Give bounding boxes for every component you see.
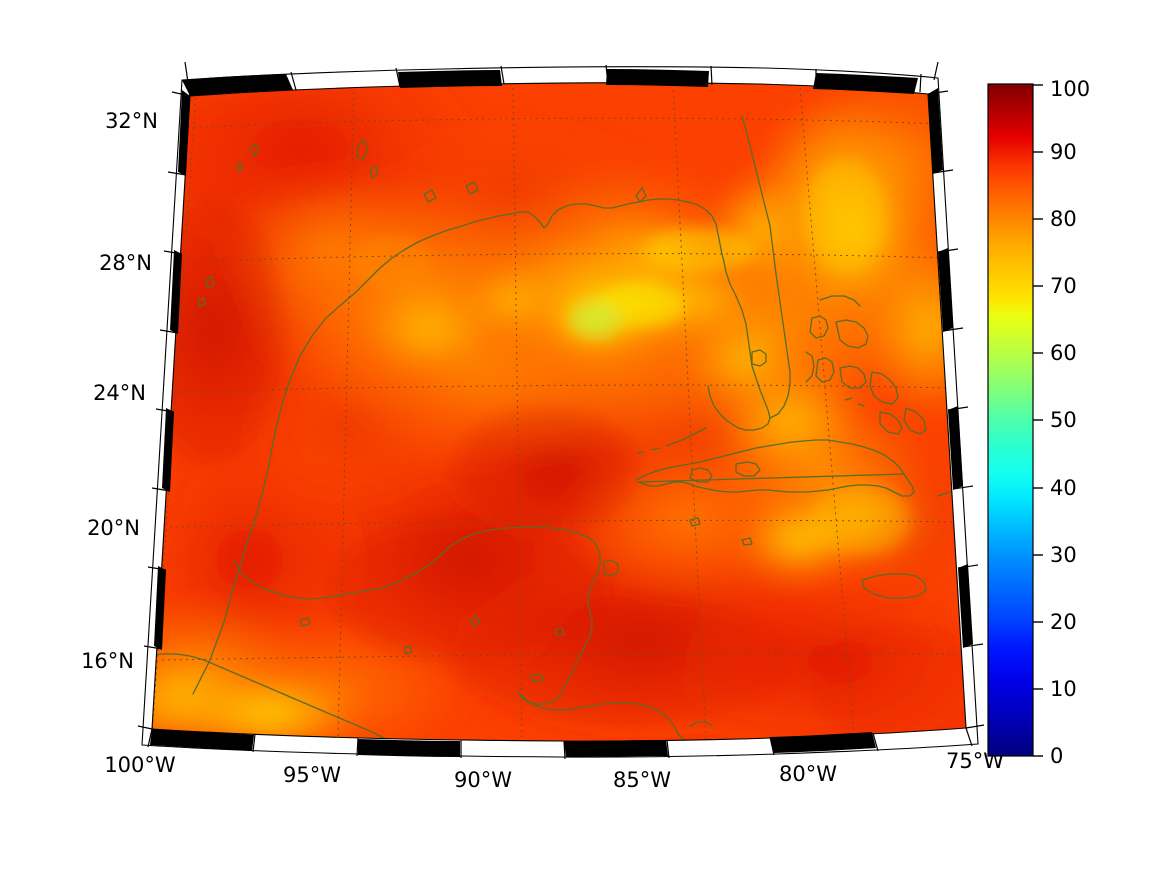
island-padre (356, 139, 369, 161)
island-speck-m (423, 189, 437, 203)
coast-jamaica (861, 573, 927, 599)
parallel-24N (175, 384, 951, 393)
island-speck-f (741, 537, 753, 546)
parallel-20N (169, 519, 957, 528)
coast-acklins (903, 407, 927, 435)
island-speck-i (403, 645, 413, 655)
island-cayman (689, 517, 701, 527)
colorbar-label-20: 20 (1050, 610, 1077, 634)
ytick-label-28N: 28°N (99, 251, 152, 275)
coast-cozumel (603, 559, 619, 577)
heatmap-field (152, 82, 966, 742)
frame-ticks-top (182, 61, 939, 97)
xtick-label-85W: 85°W (613, 768, 671, 792)
coast-mexico-pacific (152, 653, 385, 739)
coast-florida-panhandle-east (687, 201, 725, 263)
coast-central-america-north (517, 691, 679, 735)
coast-isla-juventud (689, 467, 713, 483)
colorbar-label-100: 100 (1050, 77, 1090, 101)
colorbar-label-60: 60 (1050, 341, 1077, 365)
meridian-85W (672, 83, 707, 740)
coast-florida-keys (665, 427, 707, 447)
colorbar-label-0: 0 (1050, 744, 1063, 768)
axis-tick-labels: 32°N 28°N 24°N 20°N 16°N 100°W 95°W 90°W… (81, 109, 1004, 792)
colorbar-gradient[interactable] (987, 83, 1034, 757)
island-speck-j (554, 627, 565, 637)
meridian-95W (337, 85, 355, 739)
colorbar-label-80: 80 (1050, 207, 1077, 231)
colorbar-label-70: 70 (1050, 274, 1077, 298)
coast-nicaragua (677, 721, 713, 741)
meridian-90W (512, 82, 523, 741)
ytick-label-32N: 32°N (105, 109, 158, 133)
island-speck-l (299, 617, 311, 627)
island-speck-h (469, 615, 481, 627)
parallel-16N (161, 652, 963, 661)
island-speck-k (529, 673, 545, 683)
parallel-28N (179, 253, 945, 263)
island-speck-c (369, 165, 379, 179)
coast-florida-west (719, 261, 771, 431)
frame-ticks-left (137, 90, 191, 730)
colorbar-label-30: 30 (1050, 543, 1077, 567)
coast-andros-west (805, 351, 815, 383)
colorbar-ticks (1033, 84, 1043, 757)
meridian-80W (799, 87, 855, 736)
frame-ticks-right (927, 88, 985, 729)
coast-florida-east-atlantic (741, 115, 791, 419)
island-speck-e (197, 297, 206, 307)
island-speck-b (235, 161, 244, 173)
map-frame (137, 61, 985, 760)
coast-cat-island (869, 371, 899, 405)
coast-yucatan-east-belize (517, 547, 601, 705)
coast-yucatan-north (447, 526, 599, 549)
coast-cuba-north (635, 439, 905, 481)
colorbar-label-50: 50 (1050, 408, 1077, 432)
colorbar-label-90: 90 (1050, 140, 1077, 164)
island-speck-d (205, 275, 215, 289)
island-speck-a (249, 143, 259, 157)
coast-mexico-campeche (233, 547, 449, 600)
coast-cuba-south (637, 473, 915, 497)
ytick-label-20N: 20°N (87, 516, 140, 540)
xtick-label-80W: 80°W (779, 762, 837, 786)
coast-zapata (735, 461, 761, 477)
ytick-label-24N: 24°N (93, 381, 146, 405)
island-speck-n (465, 181, 479, 195)
coast-exuma-cays (844, 397, 865, 407)
colorbar-tick-labels: 0 10 20 30 40 50 60 70 80 90 100 (1050, 77, 1090, 768)
coast-dry-tortugas (637, 447, 661, 454)
colorbar-label-40: 40 (1050, 476, 1077, 500)
coast-abaco (809, 315, 829, 339)
coast-texas-to-louisiana (192, 213, 511, 695)
coast-great-bahama-bank (835, 319, 869, 349)
coast-mississippi-delta (509, 198, 689, 229)
coast-long-island-bahamas (879, 411, 903, 435)
coast-florida-keys-approach (707, 385, 721, 415)
colorbar-label-10: 10 (1050, 677, 1077, 701)
ytick-label-16N: 16°N (81, 649, 134, 673)
xtick-label-95W: 95°W (283, 763, 341, 787)
colorbar[interactable]: 0 10 20 30 40 50 60 70 80 90 100 (987, 77, 1090, 768)
xtick-label-100W: 100°W (104, 753, 176, 777)
xtick-label-90W: 90°W (454, 768, 512, 792)
coast-grand-bahama (819, 295, 861, 307)
coast-new-providence (815, 357, 835, 383)
field-texture (152, 100, 966, 742)
lake-okeechobee (751, 349, 767, 367)
frame-ticks-bottom (147, 727, 973, 760)
island-speck-g (635, 187, 647, 203)
coast-eleuthera (839, 365, 867, 389)
